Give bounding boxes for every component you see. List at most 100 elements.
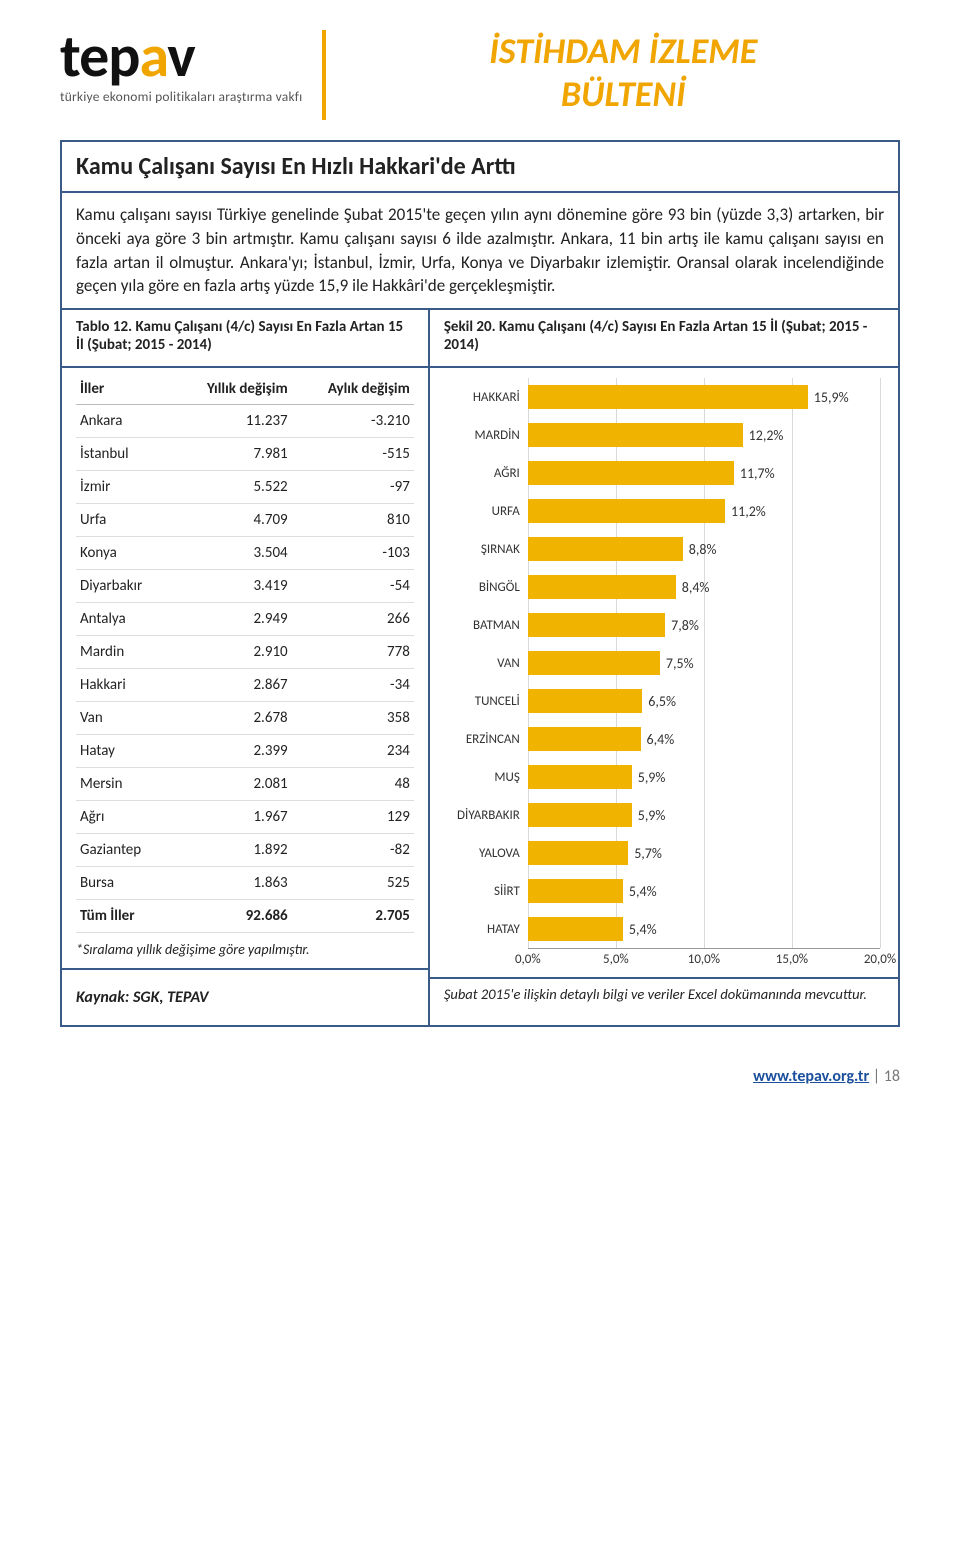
table-header-iller: İller [76,374,171,405]
chart-bar [528,841,628,865]
table-cell-il: İstanbul [76,438,171,471]
table-total-cell: Tüm İller [76,900,171,933]
chart-bar [528,765,632,789]
chart-category-label: BİNGÖL [438,580,520,595]
chart-category-label: YALOVA [438,846,520,861]
chart-category-label: MUŞ [438,770,520,785]
chart-row: SİİRT5,4% [528,872,880,910]
table-cell-il: Urfa [76,504,171,537]
table-cell-aylik: 234 [292,735,414,768]
chart-category-label: TUNCELİ [438,694,520,709]
chart-row: MARDİN12,2% [528,416,880,454]
table-cell-aylik: -82 [292,834,414,867]
table-cell-aylik: 525 [292,867,414,900]
chart-note: Şubat 2015'e ilişkin detaylı bilgi ve ve… [430,979,898,1017]
bar-chart: HAKKARİ15,9%MARDİN12,2%AĞRI11,7%URFA11,2… [438,378,890,971]
table-cell-yillik: 2.867 [171,669,291,702]
table-cell-aylik: -103 [292,537,414,570]
table-cell-aylik: 778 [292,636,414,669]
table-row: Ağrı1.967129 [76,801,414,834]
table-cell-yillik: 2.081 [171,768,291,801]
table-row: Gaziantep1.892-82 [76,834,414,867]
chart-x-tick: 5,0% [603,952,629,967]
chart-bar [528,461,734,485]
bulletin-title: İSTİHDAM İZLEME BÜLTENİ [346,30,900,116]
chart-bar-value: 15,9% [814,389,849,406]
table-cell-yillik: 2.949 [171,603,291,636]
table-caption: Tablo 12. Kamu Çalışanı (4/c) Sayısı En … [62,310,428,368]
table-cell-aylik: 266 [292,603,414,636]
chart-bar [528,879,623,903]
table-row: Hatay2.399234 [76,735,414,768]
data-table: İller Yıllık değişim Aylık değişim Ankar… [76,374,414,933]
chart-bar-value: 12,2% [749,427,784,444]
table-cell-yillik: 11.237 [171,405,291,438]
table-header-yillik: Yıllık değişim [171,374,291,405]
chart-bar-value: 7,5% [666,655,694,672]
table-cell-il: Antalya [76,603,171,636]
table-cell-il: Van [76,702,171,735]
footer-link[interactable]: www.tepav.org.tr [753,1067,869,1086]
table-cell-yillik: 1.892 [171,834,291,867]
chart-bar-value: 5,9% [638,807,666,824]
table-cell-yillik: 2.399 [171,735,291,768]
chart-category-label: MARDİN [438,428,520,443]
table-cell-aylik: -54 [292,570,414,603]
table-row: Diyarbakır3.419-54 [76,570,414,603]
table-row: Mardin2.910778 [76,636,414,669]
chart-category-label: HATAY [438,922,520,937]
chart-bar [528,537,683,561]
table-cell-yillik: 7.981 [171,438,291,471]
table-row: Bursa1.863525 [76,867,414,900]
chart-row: ŞIRNAK8,8% [528,530,880,568]
chart-bar [528,423,743,447]
table-cell-yillik: 2.678 [171,702,291,735]
table-cell-yillik: 1.863 [171,867,291,900]
chart-row: AĞRI11,7% [528,454,880,492]
chart-row: BİNGÖL8,4% [528,568,880,606]
chart-category-label: DİYARBAKIR [438,808,520,823]
table-row: Urfa4.709810 [76,504,414,537]
table-cell-aylik: -97 [292,471,414,504]
table-cell-il: Hakkari [76,669,171,702]
main-content-box: Kamu Çalışanı Sayısı En Hızlı Hakkari'de… [60,140,900,1027]
two-column-layout: Tablo 12. Kamu Çalışanı (4/c) Sayısı En … [62,310,898,1025]
table-cell-il: Ağrı [76,801,171,834]
table-footnote: *Sıralama yıllık değişime göre yapılmışt… [62,937,428,968]
chart-bar-value: 8,8% [689,541,717,558]
table-row: İstanbul7.981-515 [76,438,414,471]
chart-container: HAKKARİ15,9%MARDİN12,2%AĞRI11,7%URFA11,2… [430,368,898,977]
table-container: İller Yıllık değişim Aylık değişim Ankar… [62,368,428,937]
chart-x-tick: 15,0% [776,952,808,967]
chart-row: HAKKARİ15,9% [528,378,880,416]
section-title: Kamu Çalışanı Sayısı En Hızlı Hakkari'de… [62,142,898,193]
table-row: Mersin2.08148 [76,768,414,801]
table-cell-yillik: 3.419 [171,570,291,603]
chart-x-tick: 20,0% [864,952,896,967]
page-footer: www.tepav.org.tr | 18 [0,1047,960,1116]
footer-separator: | [869,1067,884,1086]
section-paragraph: Kamu çalışanı sayısı Türkiye genelinde Ş… [62,193,898,310]
left-column: Tablo 12. Kamu Çalışanı (4/c) Sayısı En … [62,310,430,1025]
chart-bar [528,385,808,409]
table-row: Antalya2.949266 [76,603,414,636]
chart-category-label: VAN [438,656,520,671]
chart-category-label: ŞIRNAK [438,542,520,557]
chart-bar [528,651,660,675]
logo-subtitle: türkiye ekonomi politikaları araştırma v… [60,88,302,105]
chart-row: URFA11,2% [528,492,880,530]
chart-bar [528,917,623,941]
table-cell-aylik: -34 [292,669,414,702]
table-cell-yillik: 1.967 [171,801,291,834]
table-cell-il: İzmir [76,471,171,504]
chart-caption: Şekil 20. Kamu Çalışanı (4/c) Sayısı En … [430,310,898,368]
chart-bar-value: 5,9% [638,769,666,786]
chart-bar-value: 5,7% [634,845,662,862]
table-cell-il: Mersin [76,768,171,801]
chart-bar-value: 6,5% [648,693,676,710]
right-column: Şekil 20. Kamu Çalışanı (4/c) Sayısı En … [430,310,898,1025]
chart-bar-value: 6,4% [647,731,675,748]
table-row: Hakkari2.867-34 [76,669,414,702]
table-cell-yillik: 4.709 [171,504,291,537]
chart-bar [528,689,642,713]
